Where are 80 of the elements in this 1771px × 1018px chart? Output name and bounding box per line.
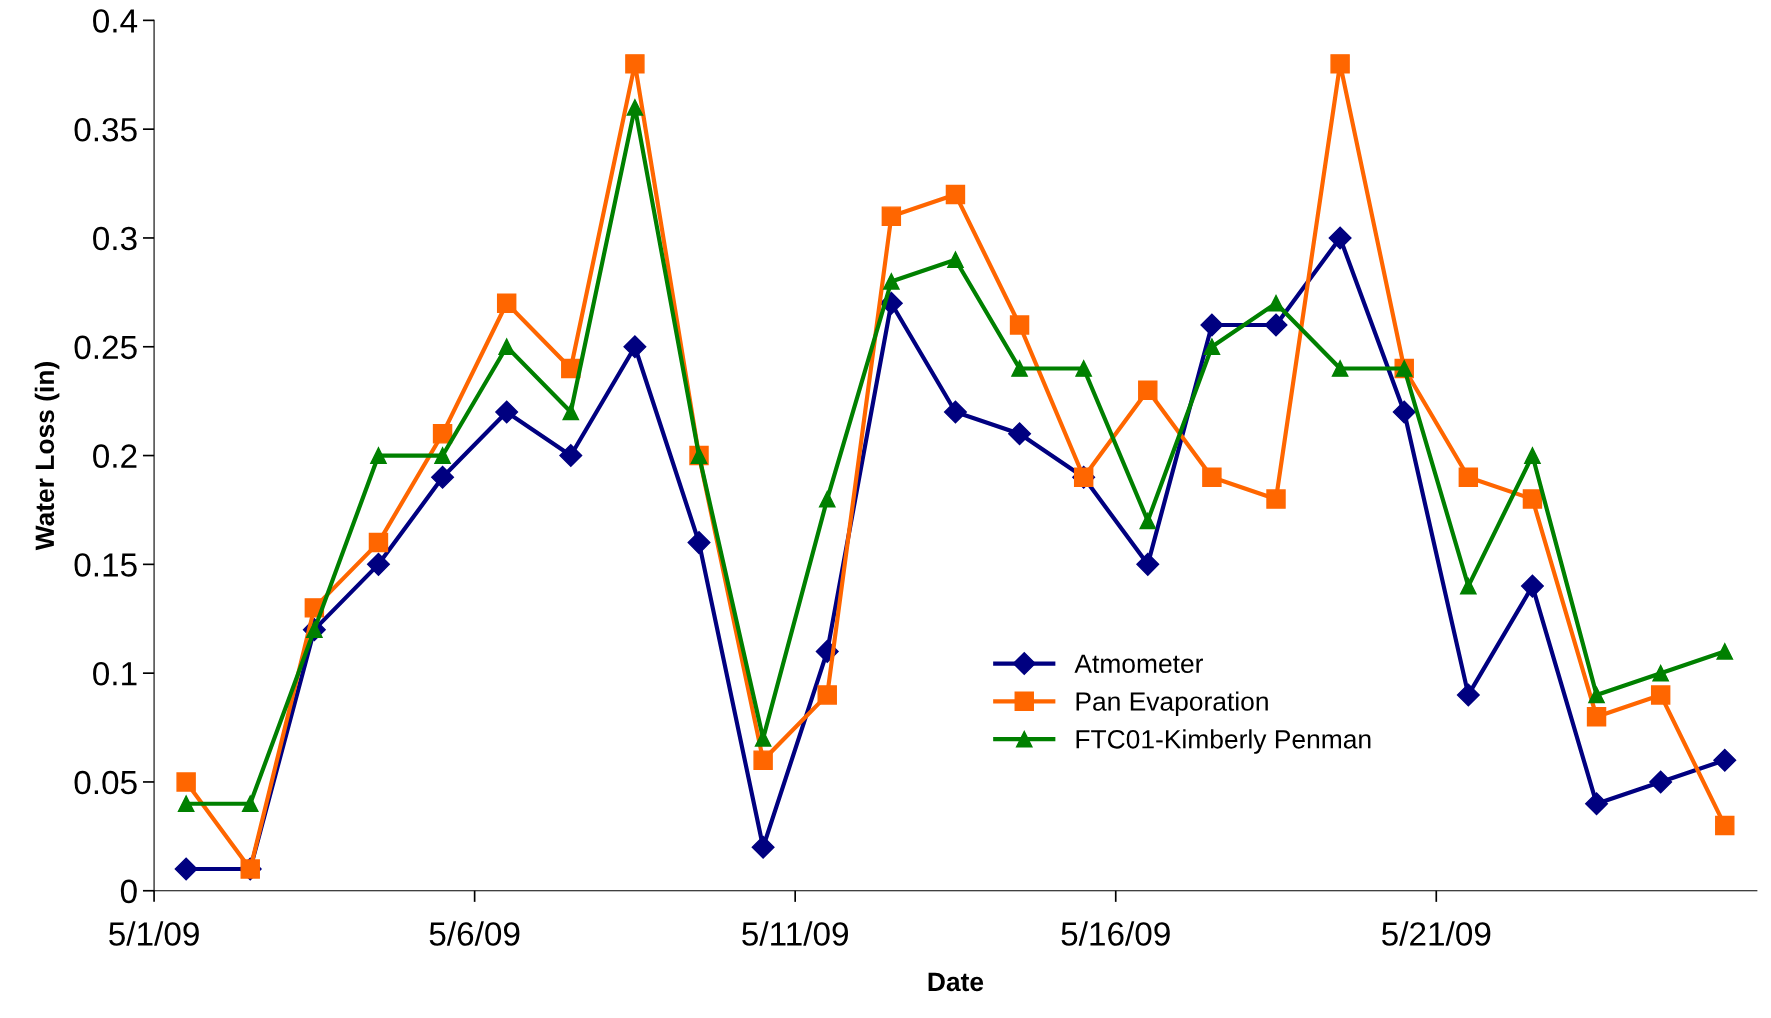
point: [366, 552, 390, 576]
point: [947, 251, 964, 269]
point: [1203, 338, 1221, 356]
legend-label: FTC01-Kimberly Penman: [1076, 729, 1371, 754]
point: [1522, 489, 1543, 509]
point: [241, 795, 259, 813]
point: [1459, 577, 1477, 595]
point: [176, 772, 196, 792]
point: [1200, 313, 1224, 337]
point: [1328, 226, 1352, 250]
point: [625, 54, 645, 74]
point: [1202, 467, 1222, 488]
point: [1266, 489, 1286, 509]
point: [818, 490, 836, 508]
legend-label: Pan Evaporation: [1076, 691, 1268, 717]
x-axis-title: Date: [928, 972, 984, 992]
point: [559, 444, 583, 468]
point: [177, 795, 195, 813]
point: [1649, 770, 1673, 794]
y-tick-label: 0.3: [93, 226, 137, 251]
y-tick-label: 0.35: [74, 117, 137, 142]
point: [1458, 467, 1479, 488]
point: [498, 338, 516, 356]
point: [1586, 706, 1607, 727]
point: [1136, 552, 1160, 576]
point: [1715, 815, 1735, 836]
legend-label: Atmometer: [1074, 654, 1204, 674]
point: [1139, 512, 1157, 530]
point: [1652, 664, 1670, 682]
point: [945, 184, 966, 205]
y-tick-label: 0.05: [74, 770, 137, 795]
point: [432, 424, 453, 444]
x-tick-label: 5/11/09: [742, 921, 848, 946]
x-tick-label: 5/6/09: [429, 921, 520, 946]
point: [751, 835, 775, 859]
point: [883, 273, 900, 290]
point: [754, 730, 772, 747]
point: [1330, 54, 1350, 74]
point: [1011, 360, 1028, 377]
point: [623, 335, 647, 359]
point: [562, 403, 580, 421]
y-axis-title: Water Loss (in): [34, 362, 60, 551]
point: [687, 531, 711, 555]
point: [1456, 683, 1480, 707]
point: [431, 465, 455, 489]
x-tick-label: 5/21/09: [1382, 921, 1491, 946]
point: [1713, 748, 1737, 772]
point: [1008, 422, 1032, 446]
y-tick-label: 0.25: [74, 335, 137, 360]
point: [1585, 792, 1609, 816]
point: [1650, 685, 1671, 705]
point: [174, 857, 198, 881]
point: [1138, 380, 1158, 400]
point: [943, 400, 967, 424]
point: [1716, 643, 1734, 660]
point: [495, 400, 519, 424]
y-tick-label: 0.4: [93, 9, 138, 33]
point: [1524, 447, 1541, 464]
x-tick-label: 5/1/09: [109, 921, 199, 946]
point: [881, 206, 902, 226]
point: [1588, 686, 1605, 704]
point: [434, 447, 451, 464]
y-tick-label: 0.15: [74, 553, 137, 577]
y-tick-label: 0.2: [93, 444, 137, 468]
point: [753, 750, 773, 770]
point: [1009, 315, 1030, 335]
point: [370, 447, 387, 464]
point: [1392, 400, 1416, 424]
y-tick-label: 0: [120, 879, 137, 904]
point: [368, 532, 389, 553]
y-tick-label: 0.1: [93, 661, 137, 686]
point: [1264, 313, 1288, 337]
point: [1075, 360, 1093, 377]
point: [1331, 360, 1349, 377]
point: [1267, 294, 1285, 312]
point: [1520, 574, 1544, 598]
point: [626, 99, 644, 116]
point: [817, 685, 837, 705]
x-tick-label: 5/16/09: [1061, 921, 1170, 946]
point: [496, 293, 517, 313]
